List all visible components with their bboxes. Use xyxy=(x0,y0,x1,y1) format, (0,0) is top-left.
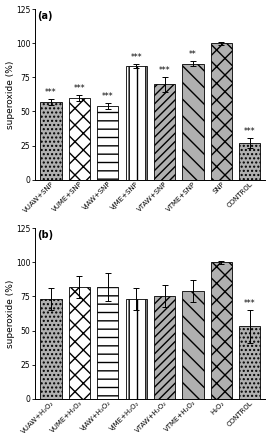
Text: **: ** xyxy=(189,50,197,59)
Bar xyxy=(125,66,147,180)
Text: (b): (b) xyxy=(38,230,54,240)
Bar xyxy=(40,299,62,399)
Text: ***: *** xyxy=(130,53,142,62)
Text: ***: *** xyxy=(73,84,85,93)
Bar xyxy=(154,297,175,399)
Bar xyxy=(239,326,260,399)
Bar xyxy=(182,64,204,180)
Bar xyxy=(40,102,62,180)
Y-axis label: superoxide (%): superoxide (%) xyxy=(6,279,15,348)
Text: ***: *** xyxy=(102,92,114,101)
Text: ***: *** xyxy=(244,127,256,136)
Bar xyxy=(97,106,118,180)
Bar xyxy=(154,84,175,180)
Text: ***: *** xyxy=(244,299,256,308)
Bar xyxy=(239,143,260,180)
Text: ***: *** xyxy=(45,88,57,97)
Bar xyxy=(211,262,232,399)
Bar xyxy=(69,287,90,399)
Y-axis label: superoxide (%): superoxide (%) xyxy=(6,60,15,128)
Bar xyxy=(211,43,232,180)
Text: (a): (a) xyxy=(38,11,53,21)
Bar xyxy=(125,299,147,399)
Bar xyxy=(182,291,204,399)
Bar xyxy=(97,287,118,399)
Text: ***: *** xyxy=(159,66,170,75)
Bar xyxy=(69,98,90,180)
